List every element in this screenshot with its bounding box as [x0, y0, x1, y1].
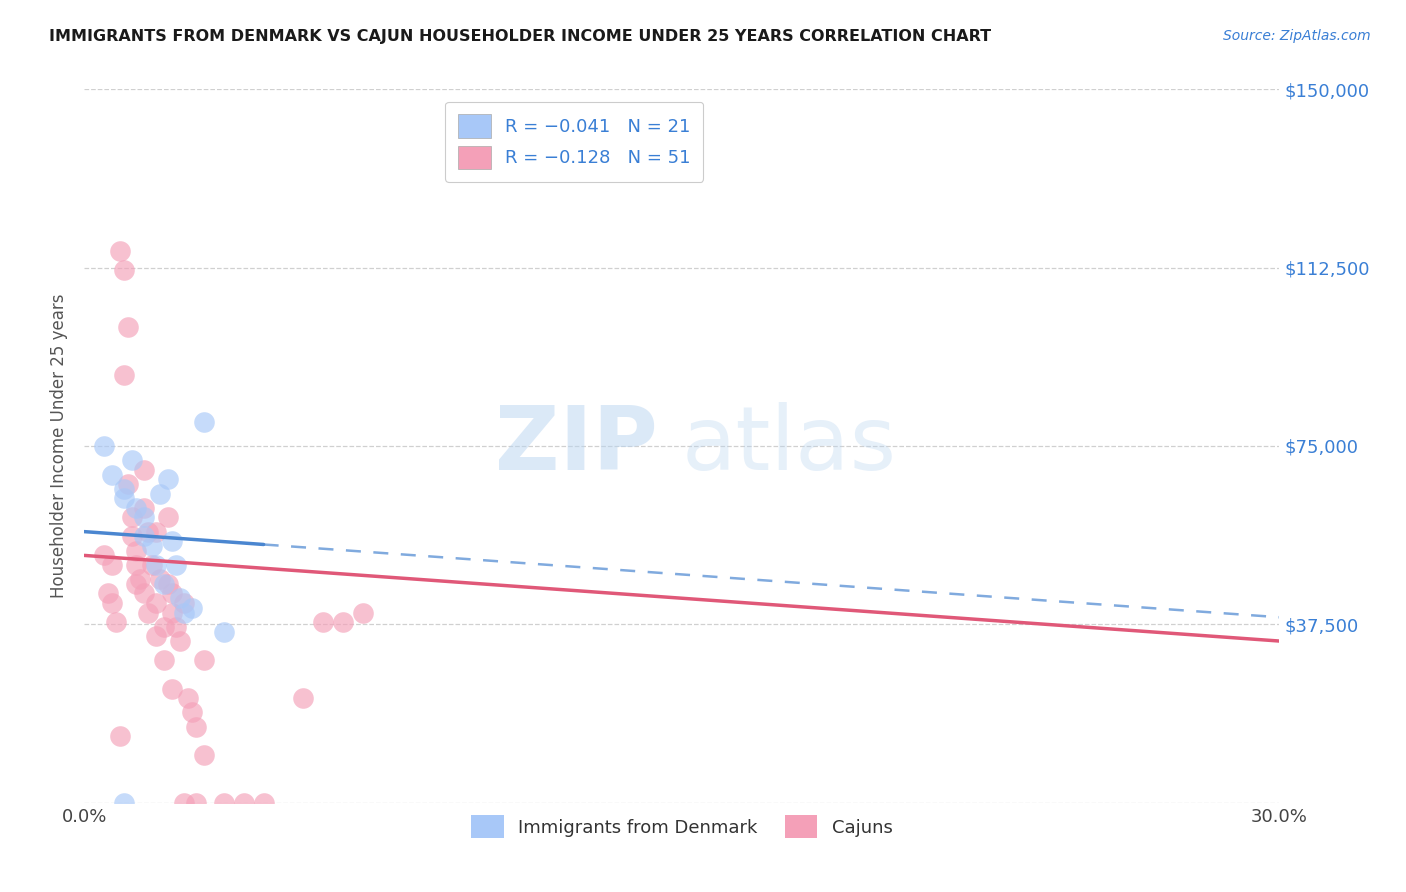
Point: [160, 586, 183, 600]
Point: [105, 615, 128, 629]
Point: [101, 596, 124, 610]
Point: [181, 600, 204, 615]
Point: [125, 500, 148, 515]
Point: [121, 453, 143, 467]
Point: [136, 606, 159, 620]
Point: [145, 558, 167, 572]
Point: [184, 720, 207, 734]
Y-axis label: Householder Income Under 25 years: Householder Income Under 25 years: [49, 293, 67, 599]
Point: [173, 796, 195, 810]
Point: [121, 510, 143, 524]
Point: [153, 653, 176, 667]
Point: [169, 634, 191, 648]
Point: [193, 415, 215, 429]
Point: [177, 691, 200, 706]
Point: [253, 796, 276, 810]
Point: [141, 539, 163, 553]
Point: [121, 529, 143, 543]
Point: [117, 477, 139, 491]
Point: [110, 244, 132, 258]
Text: Source: ZipAtlas.com: Source: ZipAtlas.com: [1223, 29, 1371, 43]
Point: [181, 706, 204, 720]
Point: [149, 486, 172, 500]
Point: [132, 529, 156, 543]
Point: [184, 796, 207, 810]
Point: [160, 606, 183, 620]
Point: [165, 558, 187, 572]
Point: [153, 577, 176, 591]
Point: [169, 591, 191, 606]
Point: [160, 681, 183, 696]
Point: [149, 572, 172, 586]
Point: [141, 558, 163, 572]
Point: [132, 463, 156, 477]
Point: [132, 500, 156, 515]
Point: [112, 491, 135, 506]
Point: [110, 729, 132, 743]
Point: [157, 577, 180, 591]
Point: [352, 606, 374, 620]
Text: IMMIGRANTS FROM DENMARK VS CAJUN HOUSEHOLDER INCOME UNDER 25 YEARS CORRELATION C: IMMIGRANTS FROM DENMARK VS CAJUN HOUSEHO…: [49, 29, 991, 44]
Point: [193, 653, 215, 667]
Point: [93, 549, 115, 563]
Point: [292, 691, 315, 706]
Point: [112, 482, 135, 496]
Point: [93, 439, 115, 453]
Text: atlas: atlas: [682, 402, 897, 490]
Legend: Immigrants from Denmark, Cajuns: Immigrants from Denmark, Cajuns: [463, 806, 901, 847]
Point: [145, 596, 167, 610]
Point: [97, 586, 120, 600]
Point: [125, 577, 148, 591]
Point: [312, 615, 335, 629]
Point: [125, 543, 148, 558]
Point: [136, 524, 159, 539]
Point: [112, 263, 135, 277]
Point: [125, 558, 148, 572]
Point: [112, 796, 135, 810]
Point: [173, 606, 195, 620]
Point: [101, 467, 124, 482]
Text: ZIP: ZIP: [495, 402, 658, 490]
Point: [132, 586, 156, 600]
Point: [157, 510, 180, 524]
Point: [101, 558, 124, 572]
Point: [173, 596, 195, 610]
Point: [160, 534, 183, 549]
Point: [129, 572, 152, 586]
Point: [193, 748, 215, 763]
Point: [132, 510, 156, 524]
Point: [165, 620, 187, 634]
Point: [232, 796, 254, 810]
Point: [112, 368, 135, 382]
Point: [212, 624, 235, 639]
Point: [332, 615, 354, 629]
Point: [145, 524, 167, 539]
Point: [145, 629, 167, 643]
Point: [157, 472, 180, 486]
Point: [117, 320, 139, 334]
Point: [153, 620, 176, 634]
Point: [212, 796, 235, 810]
